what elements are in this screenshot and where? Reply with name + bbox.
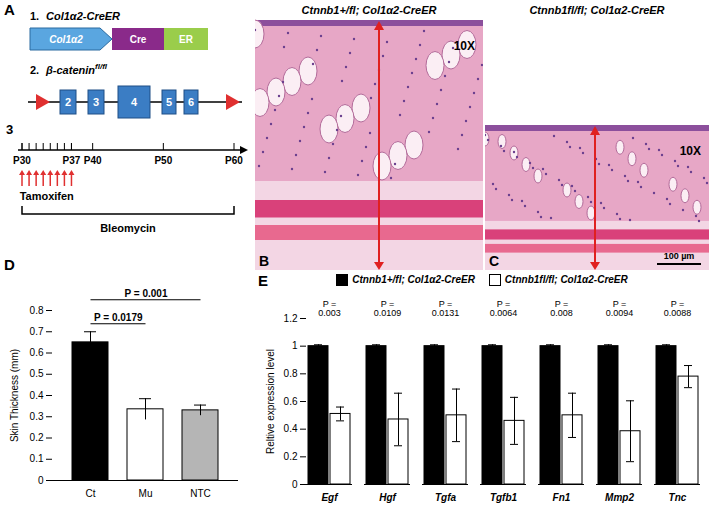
svg-text:0.6: 0.6 xyxy=(30,347,44,358)
svg-text:0.3: 0.3 xyxy=(30,411,44,422)
svg-text:Skin Thickness (mm): Skin Thickness (mm) xyxy=(9,349,20,442)
svg-text:Ctnnb1fl/fl; Col1α2-CreER: Ctnnb1fl/fl; Col1α2-CreER xyxy=(529,4,664,16)
svg-text:ER: ER xyxy=(179,34,194,45)
svg-text:P30: P30 xyxy=(13,155,31,166)
svg-text:0.4: 0.4 xyxy=(30,390,44,401)
svg-text:Col1α2-CreER: Col1α2-CreER xyxy=(46,10,120,22)
svg-text:0.7: 0.7 xyxy=(30,326,44,337)
svg-text:1.2: 1.2 xyxy=(284,313,298,324)
svg-text:P37: P37 xyxy=(63,155,81,166)
svg-text:5: 5 xyxy=(166,96,172,108)
html-text:Ctnnb1fl/fl; Col1α2-CreER: Ctnnb1fl/fl; Col1α2-CreER xyxy=(504,273,628,285)
svg-text:Tgfb1: Tgfb1 xyxy=(490,492,518,503)
svg-text:4: 4 xyxy=(131,96,138,108)
svg-text:P40: P40 xyxy=(84,155,102,166)
svg-text:C: C xyxy=(489,253,499,269)
svg-text:P =0.0064: P =0.0064 xyxy=(490,299,518,318)
svg-text:0: 0 xyxy=(38,475,44,486)
html-text:E: E xyxy=(258,272,268,289)
svg-text:10X: 10X xyxy=(454,39,475,53)
svg-text:Ctnnb1+/fl; Col1α2-CreER: Ctnnb1+/fl; Col1α2-CreER xyxy=(302,4,437,16)
svg-text:P = 0.0179: P = 0.0179 xyxy=(94,312,143,323)
svg-text:B: B xyxy=(259,253,269,269)
html-text:Ctnnb1+/fl; Col1α2-CreER: Ctnnb1+/fl; Col1α2-CreER xyxy=(352,273,475,285)
svg-text:Fn1: Fn1 xyxy=(553,492,571,503)
svg-text:P =0.0094: P =0.0094 xyxy=(606,299,634,318)
svg-text:P =0.0131: P =0.0131 xyxy=(432,299,460,318)
svg-text:NTC: NTC xyxy=(190,488,211,499)
svg-text:Ct: Ct xyxy=(86,488,96,499)
svg-text:6: 6 xyxy=(188,96,194,108)
svg-text:P60: P60 xyxy=(225,155,243,166)
svg-text:3: 3 xyxy=(93,96,99,108)
svg-text:0.8: 0.8 xyxy=(30,305,44,316)
svg-text:Reltive expression level: Reltive expression level xyxy=(265,349,276,454)
svg-text:0.5: 0.5 xyxy=(30,368,44,379)
svg-text:3: 3 xyxy=(6,122,13,137)
svg-text:0.2: 0.2 xyxy=(284,451,298,462)
svg-text:Tnc: Tnc xyxy=(669,492,687,503)
svg-text:P =0.003: P =0.003 xyxy=(318,299,341,318)
svg-text:Egf: Egf xyxy=(321,492,339,503)
html-text:D: D xyxy=(4,256,15,273)
svg-text:P =0.0088: P =0.0088 xyxy=(664,299,692,318)
svg-text:Tgfa: Tgfa xyxy=(435,492,457,503)
svg-text:0: 0 xyxy=(292,479,298,490)
svg-text:Mu: Mu xyxy=(139,488,153,499)
svg-text:2.: 2. xyxy=(30,64,39,76)
svg-text:Hgf: Hgf xyxy=(379,492,397,503)
svg-text:1.: 1. xyxy=(30,10,39,22)
svg-text:0.1: 0.1 xyxy=(30,453,44,464)
svg-text:P50: P50 xyxy=(154,155,172,166)
svg-text:Cre: Cre xyxy=(130,34,147,45)
svg-text:P =0.0109: P =0.0109 xyxy=(374,299,402,318)
svg-text:A: A xyxy=(4,1,15,18)
svg-text:Tamoxifen: Tamoxifen xyxy=(20,190,74,202)
svg-text:1: 1 xyxy=(292,340,298,351)
svg-text:P = 0.001: P = 0.001 xyxy=(125,288,168,299)
svg-text:Bleomycin: Bleomycin xyxy=(100,222,156,234)
svg-text:0.2: 0.2 xyxy=(30,432,44,443)
svg-text:0.6: 0.6 xyxy=(284,396,298,407)
svg-text:0.8: 0.8 xyxy=(284,368,298,379)
svg-text:Col1α2: Col1α2 xyxy=(49,34,83,45)
svg-text:Mmp2: Mmp2 xyxy=(605,492,634,503)
svg-text:0.4: 0.4 xyxy=(284,423,298,434)
svg-text:β-cateninfl/fl: β-cateninfl/fl xyxy=(45,62,108,76)
svg-text:100 µm: 100 µm xyxy=(664,251,695,261)
svg-text:10X: 10X xyxy=(680,144,701,158)
svg-text:P =0.008: P =0.008 xyxy=(550,299,573,318)
svg-text:2: 2 xyxy=(65,96,71,108)
